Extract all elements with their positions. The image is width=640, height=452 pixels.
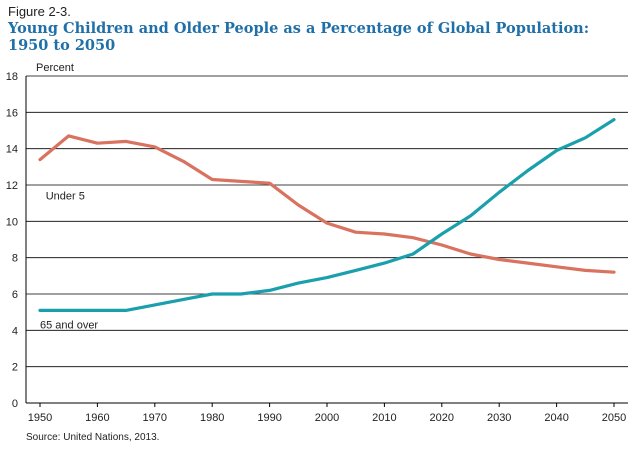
- figure-label: Figure 2-3.: [8, 4, 71, 19]
- x-tick-label-2040: 2040: [544, 412, 568, 424]
- chart-title-line-1: Young Children and Older People as a Per…: [8, 20, 590, 37]
- y-axis-label: Percent: [36, 62, 74, 74]
- series-label-under-5: Under 5: [46, 191, 85, 203]
- x-tick-label-1990: 1990: [257, 412, 281, 424]
- y-tick-label-4: 4: [12, 325, 18, 337]
- chart-title: Young Children and Older People as a Per…: [8, 20, 628, 54]
- y-tick-label-0: 0: [12, 398, 18, 410]
- y-tick-label-18: 18: [6, 71, 18, 83]
- y-tick-label-8: 8: [12, 253, 18, 265]
- y-tick-label-14: 14: [6, 144, 18, 156]
- x-tick-label-2050: 2050: [602, 412, 626, 424]
- series-label-65-and-over: 65 and over: [40, 320, 98, 332]
- y-tick-label-6: 6: [12, 289, 18, 301]
- y-tick-label-12: 12: [6, 180, 18, 192]
- x-tick-label-2030: 2030: [487, 412, 511, 424]
- source-note: Source: United Nations, 2013.: [26, 432, 160, 443]
- x-tick-label-2020: 2020: [430, 412, 454, 424]
- x-tick-label-1970: 1970: [143, 412, 167, 424]
- series-line-65-and-over: [38, 117, 616, 312]
- x-tick-label-2010: 2010: [372, 412, 396, 424]
- y-tick-label-16: 16: [6, 107, 18, 119]
- x-tick-label-1950: 1950: [28, 412, 52, 424]
- x-tick-label-2000: 2000: [315, 412, 339, 424]
- chart-title-line-2: 1950 to 2050: [8, 37, 116, 54]
- x-tick-label-1980: 1980: [200, 412, 224, 424]
- series-line-under-5: [38, 134, 616, 274]
- y-tick-label-2: 2: [12, 362, 18, 374]
- x-tick-label-1960: 1960: [85, 412, 109, 424]
- y-tick-label-10: 10: [6, 216, 18, 228]
